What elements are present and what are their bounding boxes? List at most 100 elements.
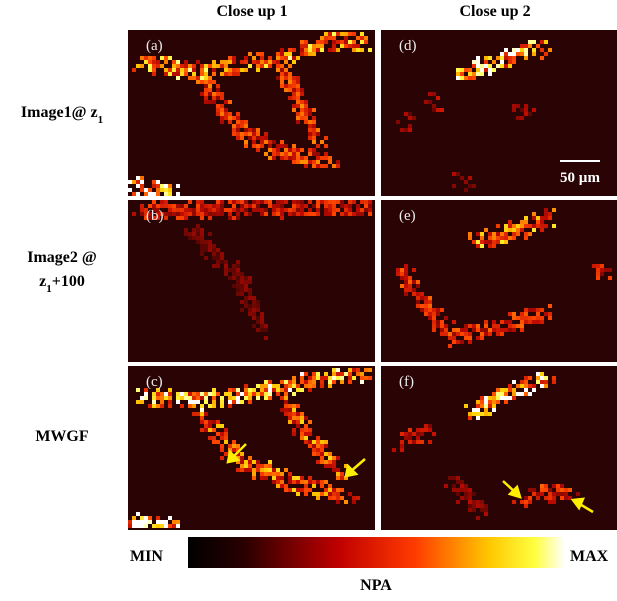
image-pixel [484, 324, 488, 328]
image-pixel [504, 48, 508, 52]
image-pixel [288, 412, 292, 416]
image-pixel [184, 204, 188, 208]
image-pixel [300, 412, 304, 416]
image-pixel [312, 440, 316, 444]
image-pixel [236, 400, 240, 404]
image-pixel [264, 60, 268, 64]
image-pixel [524, 104, 528, 108]
image-pixel [476, 56, 480, 60]
image-pixel [320, 36, 324, 40]
image-pixel [196, 212, 200, 216]
image-pixel [276, 148, 280, 152]
image-pixel [468, 232, 472, 236]
image-pixel [228, 120, 232, 124]
image-pixel [596, 272, 600, 276]
image-pixel [192, 400, 196, 404]
image-pixel [288, 476, 292, 480]
image-pixel [300, 148, 304, 152]
image-pixel [456, 492, 460, 496]
image-pixel [212, 60, 216, 64]
image-pixel [312, 372, 316, 376]
image-pixel [276, 472, 280, 476]
image-pixel [456, 500, 460, 504]
image-pixel [184, 396, 188, 400]
image-pixel [492, 324, 496, 328]
image-pixel [336, 472, 340, 476]
image-pixel [168, 392, 172, 396]
image-pixel [212, 440, 216, 444]
image-pixel [196, 204, 200, 208]
image-pixel [224, 428, 228, 432]
image-pixel [268, 200, 272, 204]
image-pixel [244, 304, 248, 308]
image-pixel [260, 136, 264, 140]
image-pixel [216, 432, 220, 436]
image-pixel [256, 316, 260, 320]
image-pixel [560, 492, 564, 496]
image-pixel [232, 124, 236, 128]
image-pixel [208, 244, 212, 248]
image-pixel [344, 40, 348, 44]
image-pixel [200, 212, 204, 216]
image-pixel [204, 64, 208, 68]
image-pixel [252, 204, 256, 208]
image-pixel [540, 372, 544, 376]
image-pixel [232, 204, 236, 208]
image-pixel [176, 208, 180, 212]
image-pixel [468, 496, 472, 500]
image-pixel [404, 288, 408, 292]
image-pixel [232, 388, 236, 392]
image-pixel [300, 476, 304, 480]
image-pixel [176, 192, 180, 196]
image-pixel [164, 212, 168, 216]
image-pixel [160, 188, 164, 192]
image-pixel [284, 400, 288, 404]
image-pixel [316, 44, 320, 48]
image-pixel [544, 212, 548, 216]
image-pixel [164, 56, 168, 60]
image-pixel [272, 152, 276, 156]
image-pixel [344, 32, 348, 36]
image-pixel [256, 132, 260, 136]
image-pixel [280, 156, 284, 160]
image-pixel [500, 392, 504, 396]
colorbar-title: NPA [360, 577, 392, 594]
image-pixel [280, 200, 284, 204]
image-pixel [304, 380, 308, 384]
image-pixel [216, 84, 220, 88]
image-pixel [140, 180, 144, 184]
image-pixel [476, 232, 480, 236]
image-pixel [424, 308, 428, 312]
image-pixel [344, 208, 348, 212]
image-pixel [496, 64, 500, 68]
image-pixel [264, 212, 268, 216]
image-pixel [228, 404, 232, 408]
image-pixel [476, 244, 480, 248]
image-pixel [280, 212, 284, 216]
image-pixel [220, 108, 224, 112]
image-pixel [272, 204, 276, 208]
image-pixel [164, 396, 168, 400]
image-pixel [244, 124, 248, 128]
image-pixel [212, 428, 216, 432]
image-pixel [248, 212, 252, 216]
image-pixel [248, 392, 252, 396]
image-pixel [232, 60, 236, 64]
image-pixel [424, 100, 428, 104]
image-pixel [456, 68, 460, 72]
image-pixel [360, 48, 364, 52]
image-pixel [300, 200, 304, 204]
image-pixel [432, 104, 436, 108]
image-pixel [480, 504, 484, 508]
image-pixel [244, 144, 248, 148]
image-pixel [216, 256, 220, 260]
image-pixel [548, 212, 552, 216]
image-pixel [292, 144, 296, 148]
image-pixel [228, 112, 232, 116]
image-pixel [476, 72, 480, 76]
image-pixel [352, 500, 356, 504]
image-pixel [208, 392, 212, 396]
image-pixel [536, 496, 540, 500]
image-pixel [328, 36, 332, 40]
image-pixel [240, 208, 244, 212]
